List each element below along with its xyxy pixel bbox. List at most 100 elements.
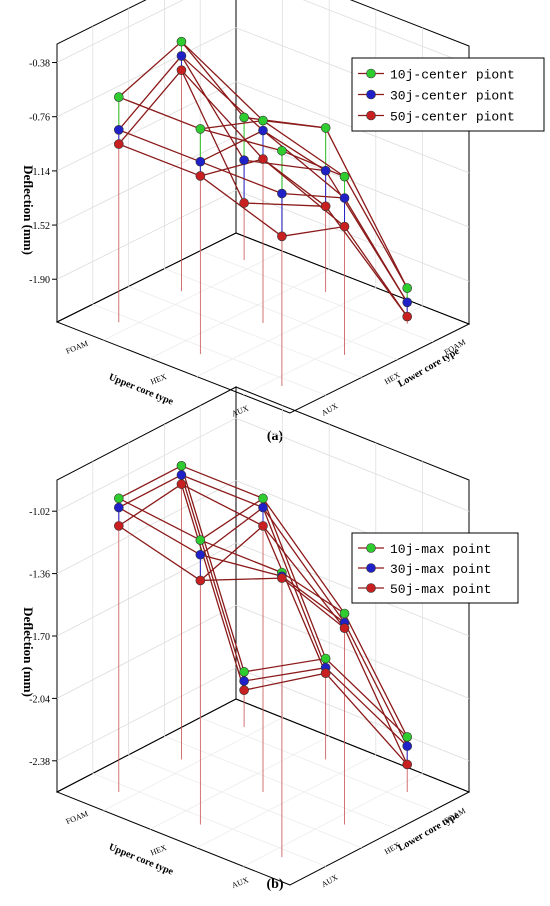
data-point <box>114 139 124 149</box>
data-point <box>195 171 206 181</box>
z-grid-line <box>235 417 470 512</box>
data-point <box>277 231 287 242</box>
chart-panel-a: -0.38-0.76-1.14-1.52-1.90AUXHEXFOAMAUXHE… <box>21 0 545 444</box>
data-point <box>320 165 331 176</box>
data-point <box>258 521 268 531</box>
left-back-wall <box>56 0 237 323</box>
data-point <box>402 741 413 751</box>
data-point <box>114 521 124 531</box>
grid-line <box>243 773 423 867</box>
grid-line <box>200 717 434 811</box>
grid-line <box>103 717 283 811</box>
data-point <box>239 198 249 208</box>
legend-marker <box>366 68 376 79</box>
data-point <box>339 623 350 633</box>
data-point <box>258 154 268 164</box>
data-point <box>239 667 249 677</box>
z-grid-line <box>56 542 237 637</box>
legend-label: 50j-max point <box>390 582 491 597</box>
lower-core-tick-label: AUX <box>320 873 340 890</box>
data-point <box>277 573 287 583</box>
upper-core-tick-label: AUX <box>230 875 250 890</box>
data-point <box>320 123 331 133</box>
data-point <box>195 535 206 545</box>
legend-marker <box>366 563 376 573</box>
data-point <box>239 112 249 123</box>
z-axis-title: Deflection (mm) <box>21 165 36 255</box>
data-point <box>258 125 268 136</box>
data-point <box>277 145 287 156</box>
z-tick-label: -1.90 <box>29 275 50 286</box>
legend-marker <box>366 583 376 593</box>
data-point <box>339 171 350 182</box>
data-point <box>195 156 206 167</box>
data-point <box>176 470 187 480</box>
legend-label: 30j-center piont <box>390 89 515 104</box>
data-point <box>195 575 206 586</box>
grid-line <box>196 287 376 377</box>
data-point <box>114 125 124 135</box>
z-grid-line <box>56 605 237 699</box>
data-point <box>402 759 413 770</box>
data-point <box>114 493 124 504</box>
y-axis-title: Lower core type <box>396 810 462 854</box>
grid-line <box>92 773 326 867</box>
upper-core-tick-label: FOAM <box>65 809 90 826</box>
legend-label: 10j-max point <box>390 542 491 557</box>
legend-label: 10j-center piont <box>390 68 515 83</box>
data-point <box>176 479 187 489</box>
data-point <box>320 201 331 212</box>
grid-line <box>196 754 376 849</box>
upper-core-tick-label: AUX <box>230 404 250 419</box>
grid-line <box>92 303 326 396</box>
data-point <box>402 283 413 293</box>
z-tick-label: -1.14 <box>29 167 50 178</box>
right-back-wall <box>235 386 470 793</box>
z-grid-line <box>56 667 237 762</box>
upper-core-tick-label: HEX <box>149 843 168 858</box>
grid-line <box>103 250 283 341</box>
z-tick-label: -0.76 <box>29 113 50 124</box>
z-grid-line <box>56 0 184 63</box>
data-point <box>258 502 268 513</box>
z-grid-line <box>235 667 470 762</box>
chart-panel-b: -1.02-1.36-1.70-2.04-2.38AUXHEXFOAMAUXHE… <box>21 386 519 892</box>
panel-caption: (a) <box>267 429 284 444</box>
grid-line <box>164 735 398 830</box>
z-grid-line <box>56 189 237 280</box>
data-point <box>176 51 187 61</box>
data-point <box>402 297 413 308</box>
upper-core-tick-label: HEX <box>149 372 168 387</box>
z-grid-line <box>235 189 470 282</box>
z-tick-label: -1.02 <box>29 507 50 518</box>
data-point <box>239 685 249 695</box>
data-point <box>402 732 413 742</box>
grid-line <box>164 268 398 360</box>
data-point <box>277 188 287 199</box>
z-tick-label: -2.04 <box>29 694 50 705</box>
data-point <box>176 36 187 47</box>
z-tick-label: -2.38 <box>29 757 50 768</box>
z-tick-label: -0.38 <box>29 59 50 70</box>
legend-marker <box>366 89 376 100</box>
grid-line <box>200 250 434 343</box>
grid-line <box>150 735 330 830</box>
right-back-wall <box>235 0 470 325</box>
z-grid-line <box>56 417 237 512</box>
lower-core-tick-label: AUX <box>320 401 340 418</box>
upper-core-tick-label: FOAM <box>65 339 90 356</box>
z-axis-title: Deflection (mm) <box>21 607 36 697</box>
grid-line <box>150 269 330 359</box>
y-axis-title: Lower core type <box>396 346 462 390</box>
z-grid-line <box>235 605 470 699</box>
legend-label: 30j-max point <box>390 562 491 577</box>
legend-marker <box>366 110 376 121</box>
data-point <box>339 221 350 232</box>
z-grid-line <box>56 135 237 226</box>
z-tick-label: -1.70 <box>29 632 50 643</box>
data-point <box>258 115 268 126</box>
legend-marker <box>366 543 376 553</box>
z-tick-label: -1.36 <box>29 570 50 581</box>
data-point <box>176 461 187 471</box>
